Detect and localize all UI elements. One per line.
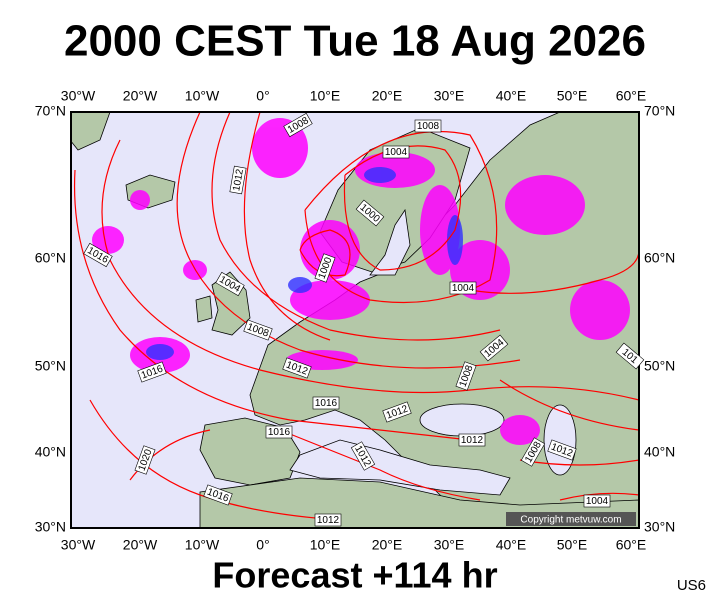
lon-label-bottom: 20°W xyxy=(123,537,158,553)
isobar-label-text: 1012 xyxy=(317,515,340,526)
isobar-label-text: 1008 xyxy=(417,121,440,132)
lon-label-bottom: 40°E xyxy=(496,537,527,553)
lat-label-left: 70°N xyxy=(35,103,66,119)
lat-label-right: 40°N xyxy=(644,444,675,460)
lon-label-bottom: 10°E xyxy=(310,537,341,553)
precipitation xyxy=(92,118,630,445)
isobar-label-text: 1016 xyxy=(268,427,291,438)
lat-label-right: 30°N xyxy=(644,519,675,535)
heavy-precipitation xyxy=(146,167,463,360)
lon-label-top: 50°E xyxy=(557,88,588,104)
isobar-label-box xyxy=(134,445,156,475)
isobar-label-text: 1012 xyxy=(461,435,484,446)
isobar-label-box xyxy=(137,361,167,383)
isobar-label-box xyxy=(382,145,410,159)
lat-label-right: 60°N xyxy=(644,250,675,266)
isobar-label-text: 1016 xyxy=(315,398,338,409)
lon-label-top: 0° xyxy=(256,88,269,104)
lon-label-bottom: 10°W xyxy=(185,537,220,553)
lat-label-left: 50°N xyxy=(35,358,66,374)
isobar-label: 1012 xyxy=(458,433,486,447)
isobar-label-box xyxy=(229,165,247,195)
isobar-label: 1004 xyxy=(449,281,477,295)
isobar-label-box xyxy=(283,112,313,138)
copyright-box xyxy=(506,512,636,526)
lon-label-top: 20°W xyxy=(123,88,158,104)
lon-label-top: 30°E xyxy=(434,88,465,104)
isobar-label-box xyxy=(312,396,340,410)
isobar-label-box xyxy=(350,441,376,471)
model-code: US6 xyxy=(677,577,706,594)
isobar-label-box xyxy=(414,119,442,133)
isobar-label: 1004 xyxy=(382,145,410,159)
isobar-label-box xyxy=(83,242,113,268)
lat-label-left: 40°N xyxy=(35,444,66,460)
isobar-label-box xyxy=(314,513,342,527)
lon-label-top: 10°W xyxy=(185,88,220,104)
inland-seas xyxy=(289,208,577,496)
lon-label-bottom: 60°E xyxy=(616,537,647,553)
isobar-label-box xyxy=(203,484,233,506)
map-area xyxy=(71,112,639,528)
isobar-label-box xyxy=(547,439,577,461)
lon-label-top: 20°E xyxy=(372,88,403,104)
lon-label-top: 40°E xyxy=(496,88,527,104)
copyright: Copyright metvuw.com xyxy=(520,515,621,526)
lon-label-top: 30°W xyxy=(61,88,96,104)
isobar-label: 1012 xyxy=(229,165,247,195)
axis-labels: 30°W 30°W 20°W 20°W 10°W 10°W 0° 0° 10°E 10°E 20°E… xyxy=(35,88,676,553)
isobar-label-box xyxy=(282,357,312,379)
lon-label-bottom: 50°E xyxy=(557,537,588,553)
lon-label-top: 60°E xyxy=(616,88,647,104)
isobar-label-text: 1004 xyxy=(452,283,475,294)
isobar-label: 1016 xyxy=(265,425,293,439)
isobar-label-box xyxy=(355,199,385,227)
isobar-label-text: 1004 xyxy=(385,147,408,158)
lon-label-bottom: 0° xyxy=(256,537,269,553)
lat-label-right: 50°N xyxy=(644,358,675,374)
title: 2000 CEST Tue 18 Aug 2026 xyxy=(64,17,646,66)
isobar-label-box xyxy=(382,401,412,423)
isobar-label: 1016 xyxy=(312,396,340,410)
isobar-label-box xyxy=(215,271,245,297)
isobar-label-box xyxy=(520,437,546,467)
isobar-label-box xyxy=(265,425,293,439)
isobar-label: 1012 xyxy=(314,513,342,527)
isobar-label-box xyxy=(615,342,645,370)
lon-label-bottom: 30°E xyxy=(434,537,465,553)
isobar-label-box xyxy=(479,334,509,362)
isobar-label-box xyxy=(583,494,611,508)
isobar-label: 1004 xyxy=(583,494,611,508)
isobar-label-text: 1012 xyxy=(231,168,246,192)
lon-label-bottom: 30°W xyxy=(61,537,96,553)
isobar-label-box xyxy=(449,281,477,295)
isobar-label-box xyxy=(458,433,486,447)
lon-label-bottom: 20°E xyxy=(372,537,403,553)
forecast-label: Forecast +114 hr xyxy=(212,555,497,596)
lon-label-top: 10°E xyxy=(310,88,341,104)
lat-label-left: 60°N xyxy=(35,250,66,266)
lat-label-left: 30°N xyxy=(35,519,66,535)
map-frame xyxy=(70,111,640,529)
isobar-label-box xyxy=(243,319,273,341)
isobar-label: 1008 xyxy=(414,119,442,133)
lat-label-right: 70°N xyxy=(644,103,675,119)
isobar-label-box xyxy=(455,361,477,391)
isobar-label-text: 1004 xyxy=(586,496,609,507)
isobar-label-box xyxy=(314,253,336,283)
